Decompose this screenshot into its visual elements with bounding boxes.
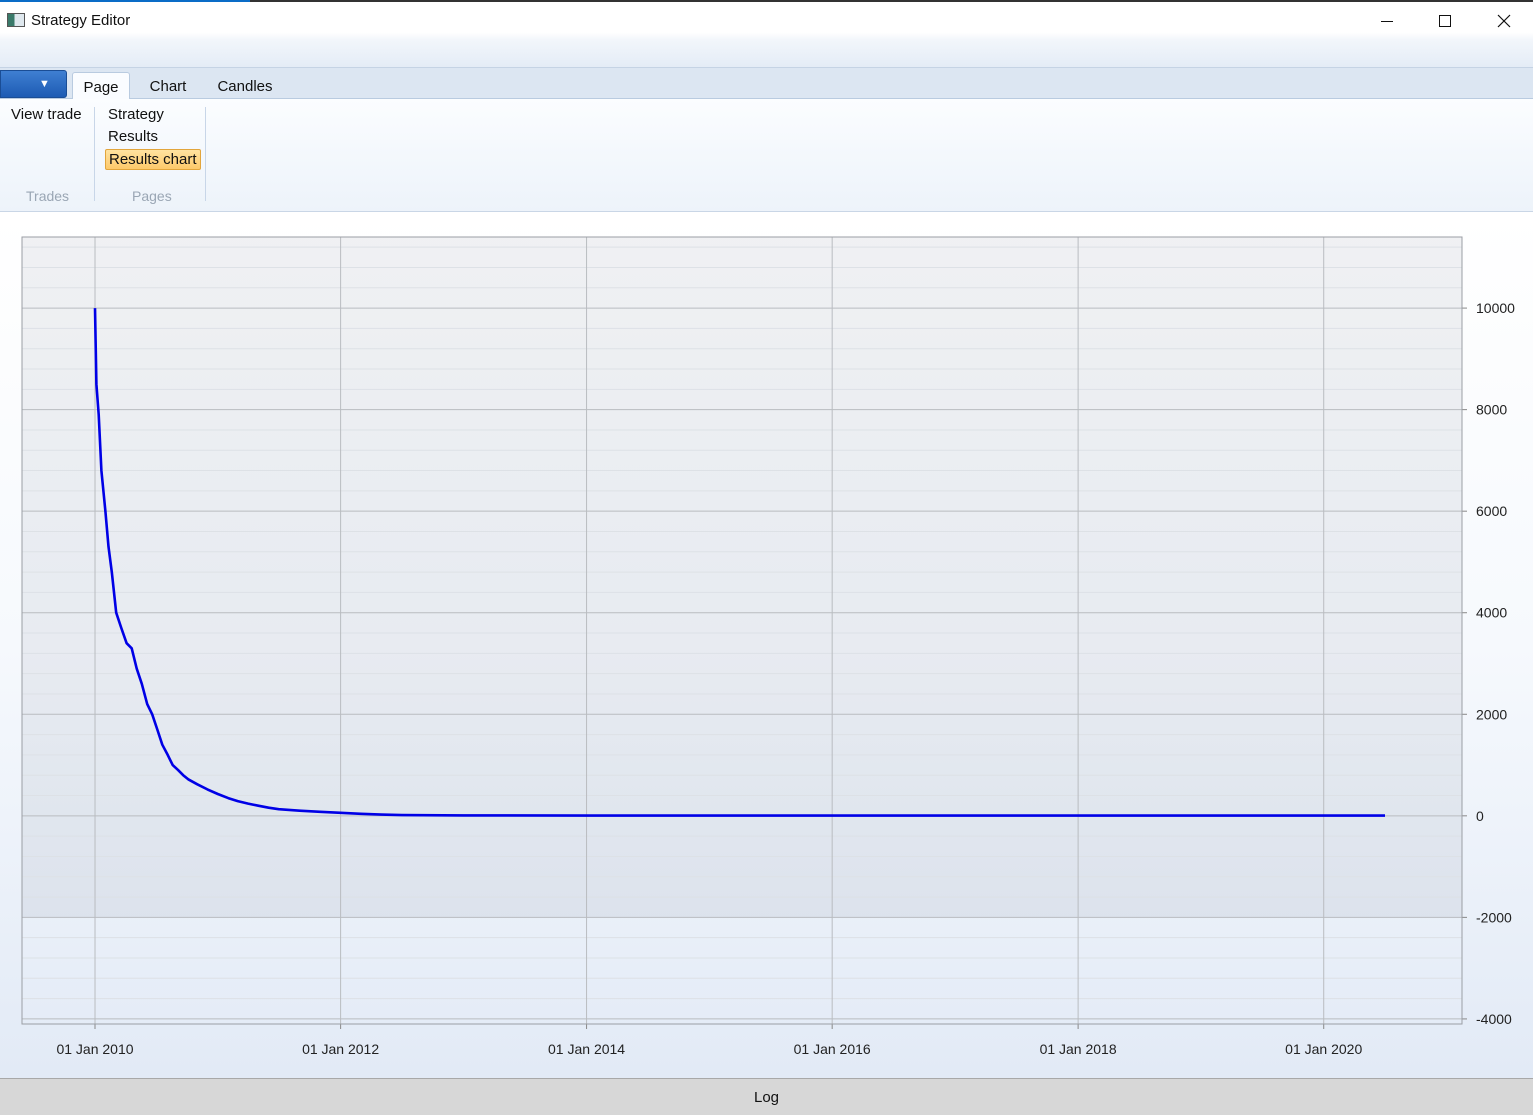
y-tick-label: -2000 [1476,909,1512,925]
group-separator [205,107,206,201]
chart-band [22,815,1462,918]
app-window-icon [7,13,25,27]
close-icon [1497,14,1511,28]
app-menu-button[interactable]: ▼ [0,70,67,98]
group-label-pages: Pages [132,188,172,204]
results-chart-area[interactable]: 10000 8000 6000 4000 2000 0 -2000 -4000 01 Jan 2… [0,212,1533,1078]
log-label: Log [753,1088,780,1106]
page-strategy-button[interactable]: Strategy [108,106,164,123]
chevron-down-icon: ▼ [39,78,50,90]
view-trade-button[interactable]: View trade [11,106,82,123]
y-tick-label: 8000 [1476,402,1507,418]
log-bar[interactable]: Log [0,1078,1533,1115]
y-tick-label: 2000 [1476,706,1507,722]
y-tick-label: 4000 [1476,605,1507,621]
x-tick-label: 01 Jan 2010 [56,1041,133,1057]
close-button[interactable] [1475,4,1533,38]
equity-series-line [93,308,1385,817]
tab-candles[interactable]: Candles [208,72,282,100]
title-bar[interactable]: Strategy Editor [0,2,1533,40]
y-tick-label: 0 [1476,808,1484,824]
x-tick-label: 01 Jan 2018 [1040,1041,1117,1057]
chart-band [22,237,1462,309]
page-results-button[interactable]: Results [108,128,159,145]
maximize-icon [1439,15,1451,27]
taskbar-accent [0,0,250,2]
ribbon-panel: View trade Trades Strategy Results Resul… [0,99,1533,212]
tab-candles-label: Candles [217,77,273,95]
window-top-border [0,0,1533,2]
chart-band [22,714,1462,816]
x-tick-label: 01 Jan 2016 [794,1041,871,1057]
x-tick-label: 01 Jan 2012 [302,1041,379,1057]
chart-band [22,612,1462,715]
ribbon-tab-row: ▼ Page Chart Candles [0,67,1533,101]
chart-plot-frame [21,236,1463,1025]
y-tick-label: -4000 [1476,1011,1512,1027]
tab-page-label: Page [83,78,119,96]
chart-band [22,308,1462,410]
maximize-button[interactable] [1416,4,1474,38]
results-chart[interactable]: 10000 8000 6000 4000 2000 0 -2000 -4000 01 Jan 2… [0,212,1533,1078]
minimize-icon [1381,20,1393,22]
x-tick-label: 01 Jan 2014 [548,1041,625,1057]
x-tick-label: 01 Jan 2020 [1285,1041,1362,1057]
chart-band [22,409,1462,512]
y-tick-label: 10000 [1476,300,1515,316]
tab-chart[interactable]: Chart [140,72,196,100]
tab-chart-label: Chart [149,77,187,95]
group-label-trades: Trades [26,188,70,204]
chart-band [22,511,1462,613]
window-title: Strategy Editor [31,12,131,29]
ribbon-quick-access [0,40,1533,67]
page-results-chart-button[interactable]: Results chart [105,149,201,170]
tab-page[interactable]: Page [72,72,130,101]
minimize-button[interactable] [1358,4,1416,38]
y-tick-label: 6000 [1476,503,1507,519]
group-separator [94,107,95,201]
